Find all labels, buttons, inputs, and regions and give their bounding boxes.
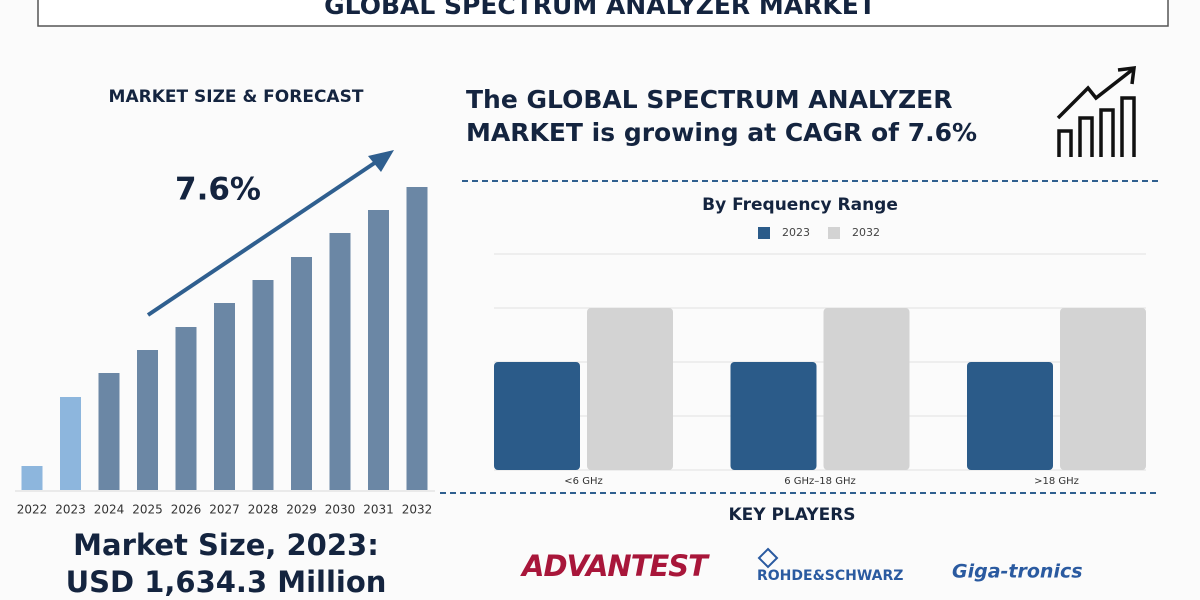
arrow-head (368, 150, 394, 172)
bar (730, 362, 817, 470)
bar (329, 233, 351, 490)
legend-label: 2032 (852, 226, 880, 239)
market-size: Market Size, 2023: (73, 528, 379, 562)
logo-icon (757, 547, 779, 569)
x-tick-label: 2026 (171, 503, 202, 517)
growth-arrow (146, 156, 384, 317)
bar (368, 210, 389, 490)
chart-title: MARKET SIZE & FORECAST (109, 87, 364, 107)
x-tick-label: 2023 (55, 503, 86, 517)
x-tick-label: 2025 (132, 503, 163, 517)
bar (1060, 308, 1146, 470)
bar (967, 362, 1053, 470)
market-size: USD 1,634.3 Million (66, 565, 387, 599)
x-tick-label: 2027 (209, 503, 240, 517)
x-tick-label: 2022 (17, 503, 48, 517)
legend-label: 2023 (782, 226, 810, 239)
x-tick-label: 6 GHz–18 GHz (784, 476, 855, 487)
legend-swatch (828, 227, 840, 239)
legend-swatch (758, 227, 770, 239)
bar (21, 466, 43, 490)
headline: MARKET is growing at CAGR of 7.6% (466, 118, 977, 147)
logo: Giga-tronics (952, 561, 1083, 583)
x-tick-label: 2031 (363, 503, 394, 517)
x-tick-label: 2029 (286, 503, 317, 517)
bar (98, 373, 120, 490)
x-tick-label: 2030 (325, 503, 356, 517)
x-tick-label: >18 GHz (1034, 476, 1079, 487)
chart-title: By Frequency Range (702, 195, 898, 215)
x-tick-label: 2032 (402, 503, 433, 517)
bar (823, 308, 910, 470)
bar (175, 327, 197, 490)
growth-icon (1056, 65, 1137, 157)
x-tick-label: 2028 (248, 503, 279, 517)
bar (137, 350, 158, 490)
x-tick-label: <6 GHz (564, 476, 602, 487)
bar (406, 187, 428, 490)
logo: ROHDE&SCHWARZ (757, 568, 903, 584)
bar (291, 257, 312, 490)
bar (494, 362, 580, 470)
headline: The GLOBAL SPECTRUM ANALYZER (466, 85, 953, 114)
bar (587, 308, 673, 470)
bar (60, 397, 81, 490)
cagr-annotation: 7.6% (175, 172, 261, 208)
x-tick-label: 2024 (94, 503, 125, 517)
header-box (37, 0, 1169, 27)
key-players-title: KEY PLAYERS (728, 505, 855, 525)
bar (214, 303, 235, 490)
header-title: GLOBAL SPECTRUM ANALYZER MARKET (324, 0, 876, 20)
logo: ADVANTEST (520, 549, 710, 583)
bar (252, 280, 274, 490)
